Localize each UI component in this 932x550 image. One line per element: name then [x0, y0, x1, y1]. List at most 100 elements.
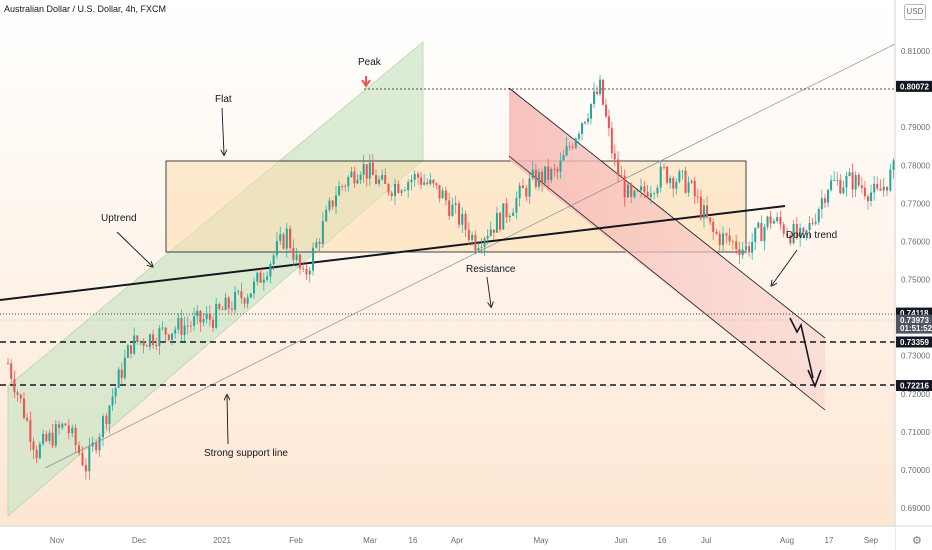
candle-body — [653, 193, 656, 195]
candle-body — [155, 344, 158, 347]
candle-body — [341, 185, 344, 187]
last-price-tag — [896, 314, 932, 334]
candle-body — [362, 164, 365, 175]
candle-body — [253, 281, 255, 294]
candle-body — [35, 449, 38, 458]
candle-body — [117, 369, 120, 388]
candle-body — [772, 221, 775, 224]
candle-body — [308, 270, 311, 275]
strong-support-line — [44, 43, 896, 469]
candle-body — [817, 209, 820, 222]
candle-body — [789, 235, 792, 244]
candle-body — [525, 188, 528, 197]
candle-body — [26, 417, 29, 421]
candle-body — [148, 334, 151, 347]
candle-body — [675, 181, 678, 189]
y-tick-label: 0.71000 — [901, 428, 930, 437]
candle-body — [669, 178, 672, 183]
candle-body — [19, 394, 22, 399]
candle-body — [71, 427, 74, 434]
candle-body — [499, 212, 501, 230]
y-tick-label: 0.77000 — [901, 199, 930, 208]
price-tag-label: 0.72216 — [900, 382, 929, 391]
candle-body — [432, 179, 435, 184]
gear-icon[interactable]: ⚙ — [912, 535, 922, 547]
x-tick-label: Sep — [864, 536, 879, 545]
candle-body — [474, 234, 477, 251]
candle-body — [754, 227, 757, 243]
candle-body — [45, 433, 48, 441]
downtrend-channel-lower — [508, 155, 826, 411]
candle-body — [381, 174, 384, 180]
peak-label: Peak — [358, 57, 382, 68]
candle-body — [234, 291, 237, 310]
candle-body — [91, 442, 94, 447]
candle-body — [630, 184, 633, 197]
candle-body — [722, 233, 725, 246]
candle-body — [795, 224, 798, 238]
candle-body — [556, 169, 559, 172]
candle-body — [54, 424, 57, 446]
candle-body — [397, 183, 400, 193]
candle-body — [649, 193, 652, 198]
candle-body — [889, 169, 892, 191]
candle-body — [74, 427, 77, 446]
candle-body — [851, 172, 854, 190]
candle-body — [715, 231, 718, 234]
time-axis[interactable] — [0, 526, 895, 550]
candle-body — [581, 123, 583, 134]
candle-body — [359, 174, 362, 180]
candle-body — [145, 345, 148, 347]
candle-body — [302, 268, 305, 270]
candle-body — [458, 203, 460, 225]
y-tick-label: 0.73000 — [901, 352, 930, 361]
uptrend-arrow — [116, 231, 152, 266]
candle-body — [706, 205, 709, 218]
candle-body — [617, 159, 620, 176]
candle-body — [390, 192, 393, 196]
candle-body — [403, 190, 406, 191]
candle-body — [565, 146, 568, 156]
candle-body — [502, 203, 505, 230]
candle-body — [725, 233, 728, 236]
candle-body — [410, 179, 413, 183]
candle-body — [95, 442, 98, 451]
candle-body — [139, 340, 142, 343]
candle-body — [568, 146, 571, 148]
candle-body — [748, 246, 751, 253]
price-tag-label: 0.74118 — [900, 309, 929, 318]
symbol-title[interactable]: Australian Dollar / U.S. Dollar, 4h, FXC… — [4, 4, 167, 14]
strong-support-arrow — [227, 396, 228, 445]
candle-body — [763, 226, 766, 242]
currency-button[interactable]: USD — [904, 4, 926, 20]
candle-body — [848, 172, 851, 177]
time-axis-ticks: Nov Dec 2021 Feb Mar 16 Apr May Jun 16 Jul Aug 17 Sep — [50, 536, 879, 545]
candle-body — [531, 169, 534, 179]
candle-body — [249, 293, 252, 298]
candle-body — [78, 445, 81, 454]
candle-body — [461, 213, 464, 225]
candle-body — [492, 229, 495, 233]
price-tag-label: 0.73359 — [900, 338, 929, 347]
flat-label: Flat — [215, 94, 232, 105]
candle-body — [626, 184, 629, 198]
price-level-tag — [896, 336, 932, 348]
candle-body — [678, 171, 681, 182]
candle-body — [808, 223, 811, 231]
candle-body — [553, 168, 556, 170]
y-tick-label: 0.81000 — [901, 47, 930, 56]
candle-body — [699, 196, 702, 219]
candle-body — [378, 179, 381, 184]
y-tick-label: 0.70000 — [901, 466, 930, 475]
candle-body — [285, 228, 288, 249]
candle-body — [444, 190, 447, 201]
candle-body — [167, 334, 170, 340]
candle-body — [230, 308, 233, 310]
candle-body — [477, 247, 480, 251]
candle-body — [693, 180, 696, 197]
price-axis[interactable] — [895, 0, 932, 526]
candle-body — [312, 247, 315, 271]
candle-body — [114, 387, 117, 397]
